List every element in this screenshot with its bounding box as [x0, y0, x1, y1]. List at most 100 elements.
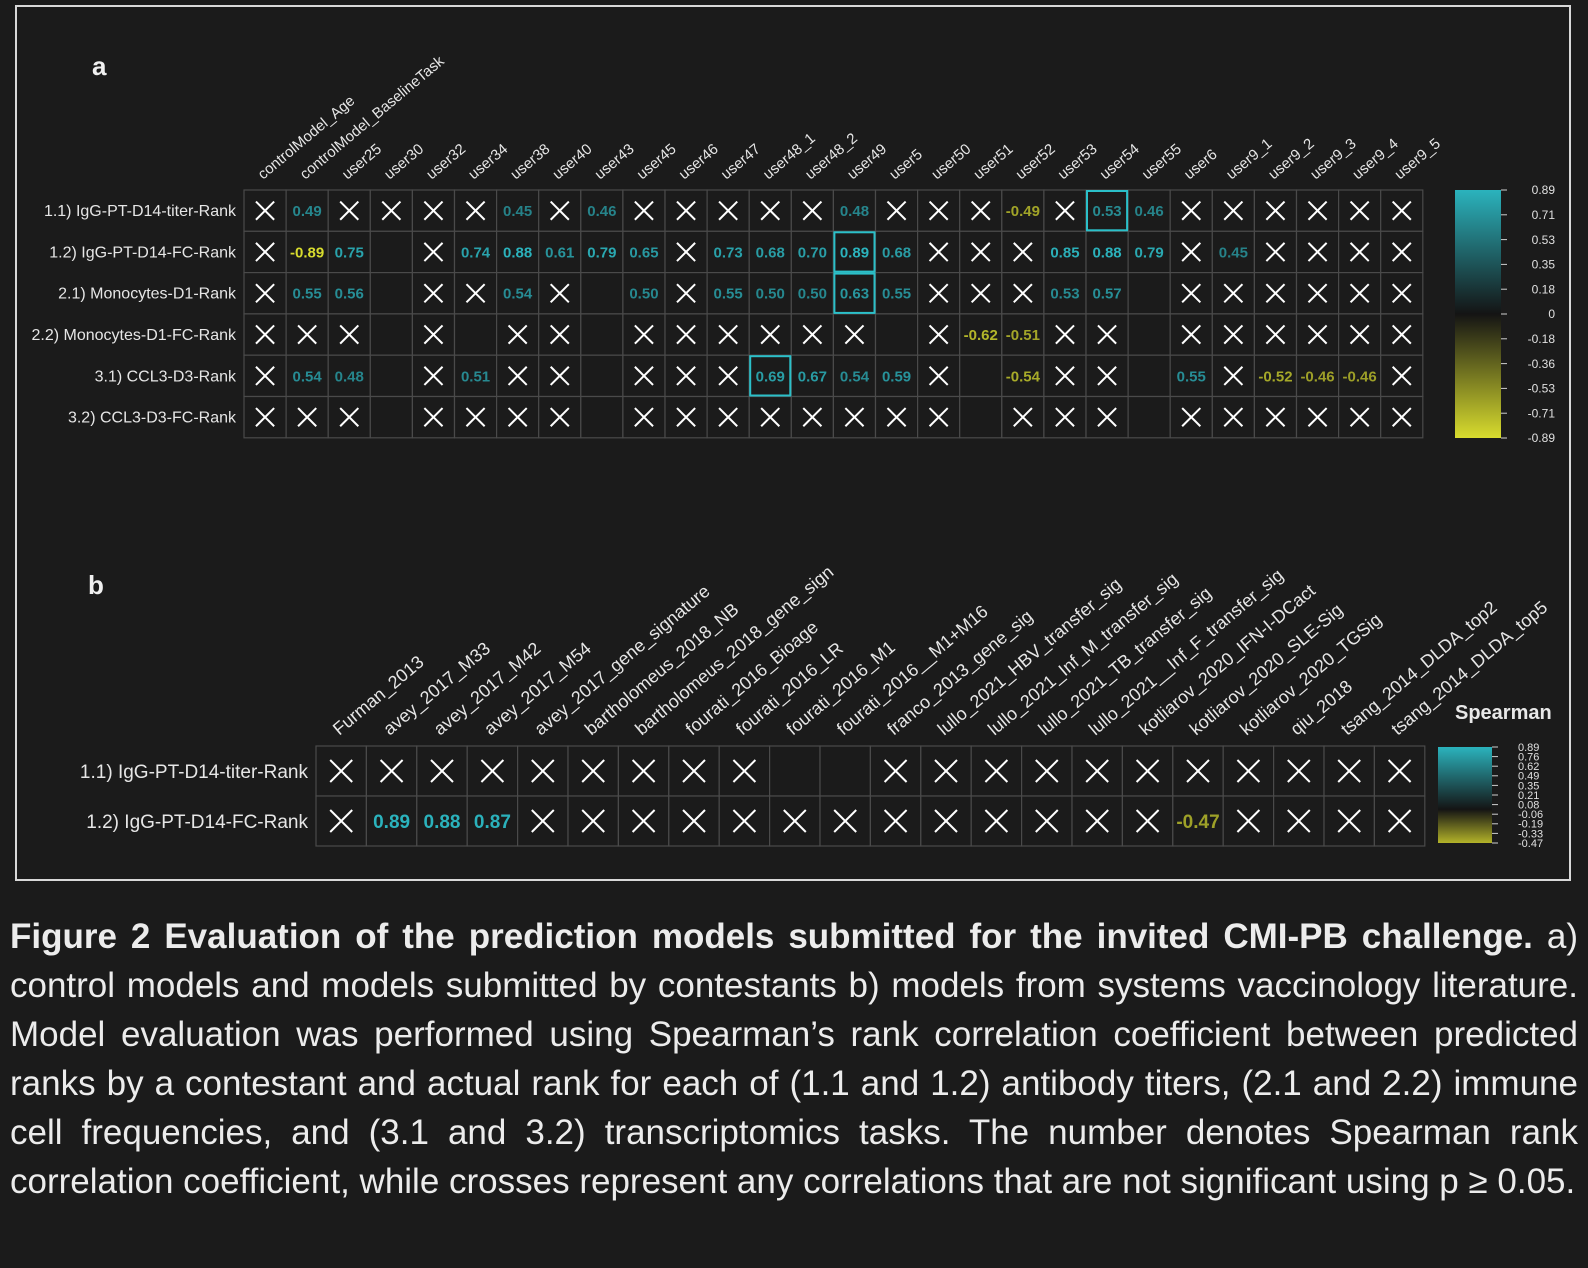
column-label: user32 — [423, 141, 469, 184]
not-significant-cross — [934, 809, 958, 833]
not-significant-cross — [255, 324, 275, 345]
not-significant-cross — [970, 200, 991, 221]
heatmap-cell — [874, 313, 919, 356]
not-significant-cross — [802, 407, 823, 427]
row-label: 3.2) CCL3-D3-FC-Rank — [68, 410, 237, 427]
cell-value-label: 0.65 — [629, 244, 658, 261]
column-label: user9_2 — [1265, 135, 1317, 183]
not-significant-cross — [970, 242, 991, 262]
colorbar-tick-label: 0.08 — [1518, 799, 1539, 811]
not-significant-cross — [732, 809, 757, 833]
not-significant-cross — [984, 759, 1009, 783]
cell-value-label: 0.88 — [424, 812, 461, 833]
heatmap-cell — [369, 354, 413, 398]
not-significant-cross — [1337, 809, 1361, 833]
heatmap-cell — [1127, 395, 1171, 439]
heatmap-cell — [622, 230, 666, 274]
column-label: user30 — [381, 141, 427, 184]
not-significant-cross — [423, 324, 444, 345]
cell-value-label: 0.87 — [474, 812, 511, 833]
not-significant-cross — [682, 759, 706, 783]
not-significant-cross — [718, 324, 738, 345]
cell-value-label: -0.51 — [1006, 327, 1040, 344]
not-significant-cross — [465, 283, 486, 304]
not-significant-cross — [507, 407, 528, 427]
not-significant-cross — [1223, 324, 1244, 345]
heatmap-panel-b: 0.89 0.88 0.87 -0.47 1.1) IgG-PT-D14-titer-R… — [80, 562, 1552, 850]
not-significant-cross — [1265, 324, 1286, 345]
not-significant-cross — [423, 366, 444, 386]
not-significant-cross — [480, 759, 505, 783]
cell-value-label: 0.79 — [587, 244, 616, 261]
not-significant-cross — [339, 200, 360, 221]
colorbar-tick-label: -0.53 — [1528, 382, 1556, 396]
not-significant-cross — [883, 759, 908, 783]
not-significant-cross — [255, 283, 275, 304]
cell-value-label: 0.68 — [756, 244, 785, 261]
colorbar-tick-label: 0.89 — [1518, 742, 1539, 754]
heatmap-cell — [819, 745, 872, 797]
not-significant-cross — [531, 759, 555, 783]
not-significant-cross — [886, 407, 907, 427]
heatmap-cell — [959, 395, 1003, 439]
heatmap-cell — [832, 354, 877, 398]
not-significant-cross — [1181, 407, 1202, 427]
column-label: user47 — [718, 141, 764, 184]
not-significant-cross — [1387, 809, 1412, 833]
column-label: user43 — [591, 141, 637, 184]
colorbar-tick-label: 0.18 — [1532, 282, 1556, 296]
not-significant-cross — [676, 200, 696, 221]
not-significant-cross — [549, 366, 570, 386]
not-significant-cross — [1055, 407, 1075, 427]
not-significant-cross — [1391, 200, 1412, 221]
column-label: user55 — [1139, 141, 1185, 184]
cell-value-label: 0.67 — [798, 368, 827, 385]
heatmap-cell — [466, 795, 519, 847]
colorbar-tick-label: 0.76 — [1518, 751, 1539, 763]
cell-value-label: 0.70 — [798, 244, 827, 261]
not-significant-cross — [1055, 366, 1075, 386]
not-significant-cross — [549, 324, 570, 345]
heatmap-cell — [874, 354, 919, 398]
not-significant-cross — [1349, 242, 1370, 262]
cell-value-label: 0.53 — [1092, 203, 1121, 220]
cell-value-label: 0.79 — [1135, 244, 1164, 261]
not-significant-cross — [928, 200, 949, 221]
not-significant-cross — [1055, 200, 1075, 221]
colorbar-tick-label: 0.89 — [1532, 183, 1556, 197]
not-significant-cross — [886, 200, 907, 221]
heatmap-cell — [1043, 230, 1087, 274]
not-significant-cross — [760, 324, 781, 345]
not-significant-cross — [928, 366, 949, 386]
not-significant-cross — [339, 407, 360, 427]
row-label: 1.1) IgG-PT-D14-titer-Rank — [44, 203, 237, 220]
cell-value-label: 0.55 — [882, 286, 911, 303]
heatmap-cell — [1127, 272, 1171, 315]
not-significant-cross — [1135, 759, 1160, 783]
not-significant-cross — [1307, 283, 1328, 304]
not-significant-cross — [760, 407, 781, 427]
not-significant-cross — [1013, 407, 1033, 427]
not-significant-cross — [1013, 242, 1033, 262]
heatmap-cell — [365, 795, 418, 847]
not-significant-cross — [1181, 200, 1202, 221]
cell-value-label: 0.68 — [882, 244, 911, 261]
column-label: user38 — [507, 141, 553, 184]
cell-value-label: -0.54 — [1006, 368, 1041, 385]
heatmap-cell — [1172, 795, 1224, 847]
colorbar-tick-label: -0.18 — [1528, 332, 1556, 346]
caption-title: Figure 2 Evaluation of the prediction mo… — [10, 917, 1533, 956]
not-significant-cross — [1387, 759, 1412, 783]
cell-value-label: 0.57 — [1092, 286, 1121, 303]
panel-a-label: a — [92, 51, 107, 81]
not-significant-cross — [329, 809, 353, 833]
heatmap-cell — [369, 230, 413, 274]
heatmap-cell — [580, 354, 624, 398]
heatmap-cell — [1127, 189, 1171, 232]
heatmap-cell — [1001, 313, 1045, 356]
not-significant-cross — [507, 366, 528, 386]
colorbar-tick-label: -0.33 — [1518, 828, 1543, 840]
cell-value-label: 0.69 — [756, 368, 785, 385]
colorbar-tick-label: 0.49 — [1518, 771, 1539, 783]
colorbar-tick-label: 0.35 — [1518, 780, 1539, 792]
